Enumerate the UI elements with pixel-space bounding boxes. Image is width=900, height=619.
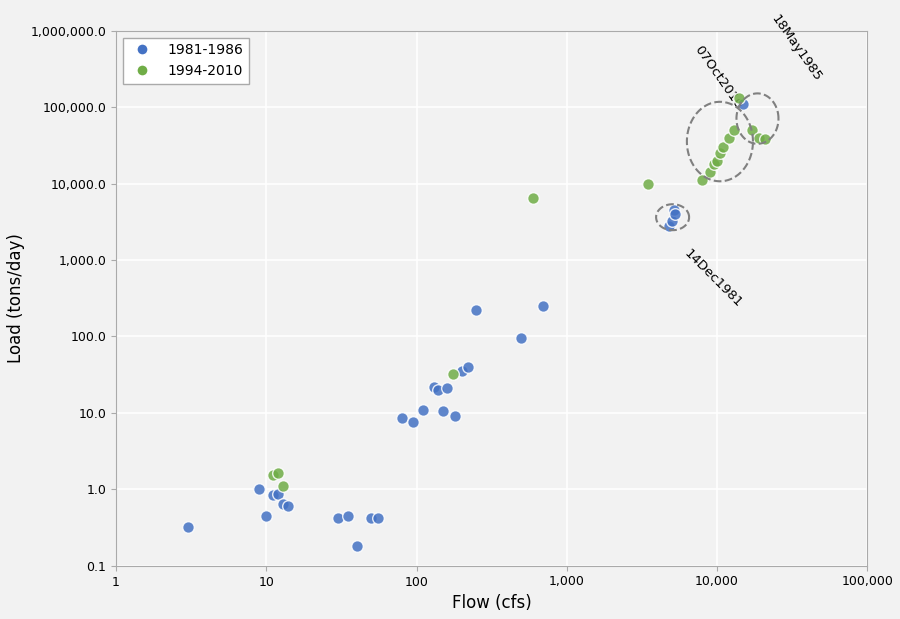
Text: 18May1985: 18May1985	[769, 13, 824, 84]
1994-2010	[732, 93, 746, 103]
1994-2010	[271, 468, 285, 478]
1981-1986	[736, 99, 751, 109]
1981-1986	[431, 385, 446, 395]
1994-2010	[695, 175, 709, 185]
1981-1986	[281, 501, 295, 511]
1994-2010	[706, 159, 721, 169]
1981-1986	[341, 511, 356, 521]
1994-2010	[758, 134, 772, 144]
1981-1986	[331, 513, 346, 523]
1981-1986	[436, 406, 450, 416]
1994-2010	[276, 481, 291, 491]
1981-1986	[461, 362, 475, 372]
1981-1986	[440, 383, 454, 393]
1994-2010	[446, 370, 460, 379]
1994-2010	[727, 125, 742, 135]
Legend: 1981-1986, 1994-2010: 1981-1986, 1994-2010	[123, 38, 249, 84]
1981-1986	[514, 333, 528, 343]
1994-2010	[703, 168, 717, 178]
1994-2010	[713, 148, 727, 158]
1981-1986	[266, 490, 280, 500]
1981-1986	[252, 485, 266, 495]
1994-2010	[266, 470, 280, 480]
X-axis label: Flow (cfs): Flow (cfs)	[452, 594, 532, 612]
Y-axis label: Load (tons/day): Load (tons/day)	[7, 233, 25, 363]
1981-1986	[536, 301, 551, 311]
Text: 07Oct2010: 07Oct2010	[692, 43, 744, 111]
1981-1986	[447, 412, 462, 422]
1981-1986	[662, 221, 676, 231]
1981-1986	[454, 366, 469, 376]
1981-1986	[669, 209, 683, 219]
1981-1986	[271, 488, 285, 498]
1981-1986	[370, 513, 384, 523]
1994-2010	[752, 132, 766, 142]
1994-2010	[744, 125, 759, 135]
Text: 14Dec1981: 14Dec1981	[681, 246, 744, 310]
1981-1986	[259, 511, 274, 521]
1994-2010	[710, 155, 724, 165]
1981-1986	[395, 413, 410, 423]
1981-1986	[406, 417, 420, 427]
1994-2010	[722, 132, 736, 142]
1981-1986	[469, 305, 483, 315]
1981-1986	[276, 499, 291, 509]
1981-1986	[181, 522, 195, 532]
1981-1986	[364, 513, 379, 523]
1981-1986	[664, 217, 679, 227]
1981-1986	[349, 541, 364, 551]
1994-2010	[641, 179, 655, 189]
1994-2010	[716, 142, 730, 152]
1981-1986	[427, 382, 441, 392]
1994-2010	[526, 193, 541, 203]
1981-1986	[416, 405, 430, 415]
1981-1986	[667, 205, 681, 215]
